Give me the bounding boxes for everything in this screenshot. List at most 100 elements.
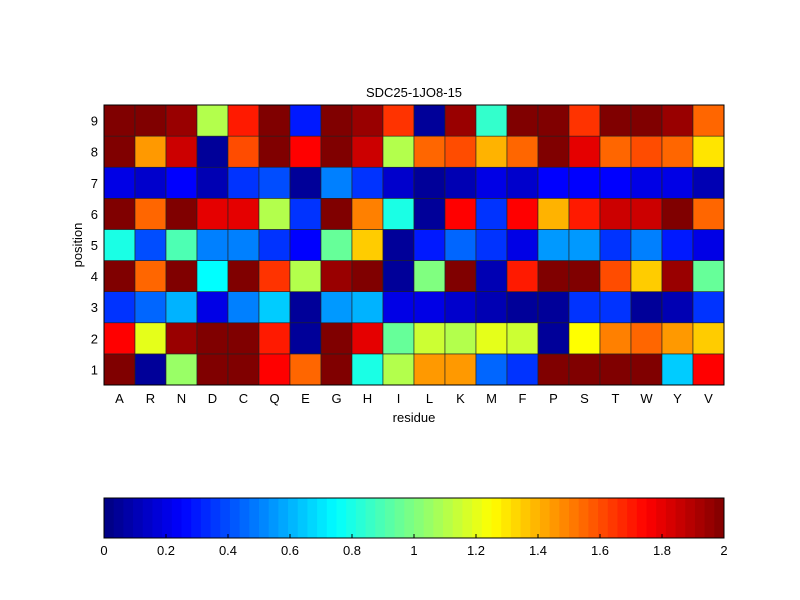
cell-D-5: [196, 229, 229, 261]
x-tick-label: M: [486, 391, 497, 406]
cell-I-2: [382, 322, 415, 355]
cell-N-5: [165, 229, 198, 261]
colorbar-segment: [617, 498, 628, 538]
cell-A-4: [103, 260, 136, 292]
cell-P-7: [537, 166, 570, 199]
colorbar-tick-labels: 0 0.2 0.4 0.6 0.8 1 1.2 1.4 1.6 1.8 2: [100, 534, 728, 558]
colorbar-segment: [384, 498, 396, 538]
colorbar-segment: [598, 498, 609, 538]
x-tick-label: E: [301, 391, 310, 406]
colorbar-tick-label: 1: [410, 543, 417, 558]
cell-L-8: [413, 135, 446, 168]
cell-I-4: [382, 260, 415, 292]
cell-R-7: [134, 166, 167, 199]
cell-A-8: [103, 135, 136, 168]
cell-H-5: [351, 229, 384, 261]
colorbar-segment: [414, 498, 425, 538]
colorbar-segment: [694, 498, 706, 538]
x-tick-label: Q: [269, 391, 279, 406]
cell-A-9: [103, 104, 136, 137]
colorbar-tick-label: 0.2: [157, 543, 175, 558]
x-tick-label: N: [177, 391, 186, 406]
cell-H-2: [351, 322, 384, 355]
colorbar-tick-label: 0: [100, 543, 107, 558]
cell-Y-8: [661, 135, 694, 168]
cell-M-3: [475, 291, 508, 324]
cell-G-7: [320, 166, 353, 199]
cell-R-6: [134, 198, 167, 230]
cell-T-5: [599, 229, 632, 261]
colorbar-segment: [452, 498, 463, 538]
cell-Q-5: [258, 229, 291, 261]
cell-T-3: [599, 291, 632, 324]
cell-D-3: [196, 291, 229, 324]
cell-S-5: [568, 229, 601, 261]
cell-D-8: [196, 135, 229, 168]
colorbar-tick-label: 1.2: [467, 543, 485, 558]
cell-S-9: [568, 104, 601, 137]
cell-W-4: [630, 260, 663, 292]
cell-R-1: [134, 353, 167, 386]
colorbar-segment: [288, 498, 299, 538]
cell-R-8: [134, 135, 167, 168]
x-tick-label: R: [146, 391, 155, 406]
colorbar-segment: [627, 498, 638, 538]
y-tick-label: 7: [91, 176, 98, 191]
cell-K-7: [444, 166, 477, 199]
x-tick-label: T: [612, 391, 620, 406]
cell-E-7: [289, 166, 322, 199]
cell-I-8: [382, 135, 415, 168]
cell-F-3: [506, 291, 539, 324]
colorbar-segment: [365, 498, 376, 538]
cell-K-1: [444, 353, 477, 386]
x-tick-label: Y: [673, 391, 682, 406]
cell-E-4: [289, 260, 322, 292]
colorbar-segment: [171, 498, 182, 538]
cell-A-6: [103, 198, 136, 230]
cell-E-5: [289, 229, 322, 261]
cell-E-1: [289, 353, 322, 386]
cell-Y-3: [661, 291, 694, 324]
colorbar-segment: [433, 498, 444, 538]
x-tick-label: C: [239, 391, 248, 406]
colorbar-tick-label: 0.6: [281, 543, 299, 558]
cell-G-9: [320, 104, 353, 137]
y-axis-label: position: [70, 223, 85, 268]
colorbar-segment: [200, 498, 212, 538]
cell-P-6: [537, 198, 570, 230]
colorbar-segment: [656, 498, 667, 538]
cell-C-7: [227, 166, 260, 199]
cell-S-8: [568, 135, 601, 168]
colorbar-segment: [297, 498, 308, 538]
cell-E-2: [289, 322, 322, 355]
y-tick-label: 5: [91, 238, 98, 253]
cell-A-1: [103, 353, 136, 386]
cell-L-1: [413, 353, 446, 386]
cell-V-3: [692, 291, 725, 324]
colorbar-segment: [520, 498, 531, 538]
x-tick-label: D: [208, 391, 217, 406]
colorbar-segment: [491, 498, 502, 538]
x-tick-label: F: [519, 391, 527, 406]
cell-Y-1: [661, 353, 694, 386]
cell-Q-2: [258, 322, 291, 355]
cell-W-8: [630, 135, 663, 168]
colorbar-segment: [685, 498, 696, 538]
cell-E-8: [289, 135, 322, 168]
cell-N-6: [165, 198, 198, 230]
colorbar-segment: [472, 498, 483, 538]
cell-P-4: [537, 260, 570, 292]
colorbar-segment: [162, 498, 173, 538]
cell-G-5: [320, 229, 353, 261]
cell-K-2: [444, 322, 477, 355]
cell-D-2: [196, 322, 229, 355]
x-tick-label: G: [331, 391, 341, 406]
cell-K-3: [444, 291, 477, 324]
cell-P-1: [537, 353, 570, 386]
cell-S-7: [568, 166, 601, 199]
cell-M-8: [475, 135, 508, 168]
colorbar-segment: [404, 498, 415, 538]
cell-Y-4: [661, 260, 694, 292]
cell-N-8: [165, 135, 198, 168]
cell-V-8: [692, 135, 725, 168]
